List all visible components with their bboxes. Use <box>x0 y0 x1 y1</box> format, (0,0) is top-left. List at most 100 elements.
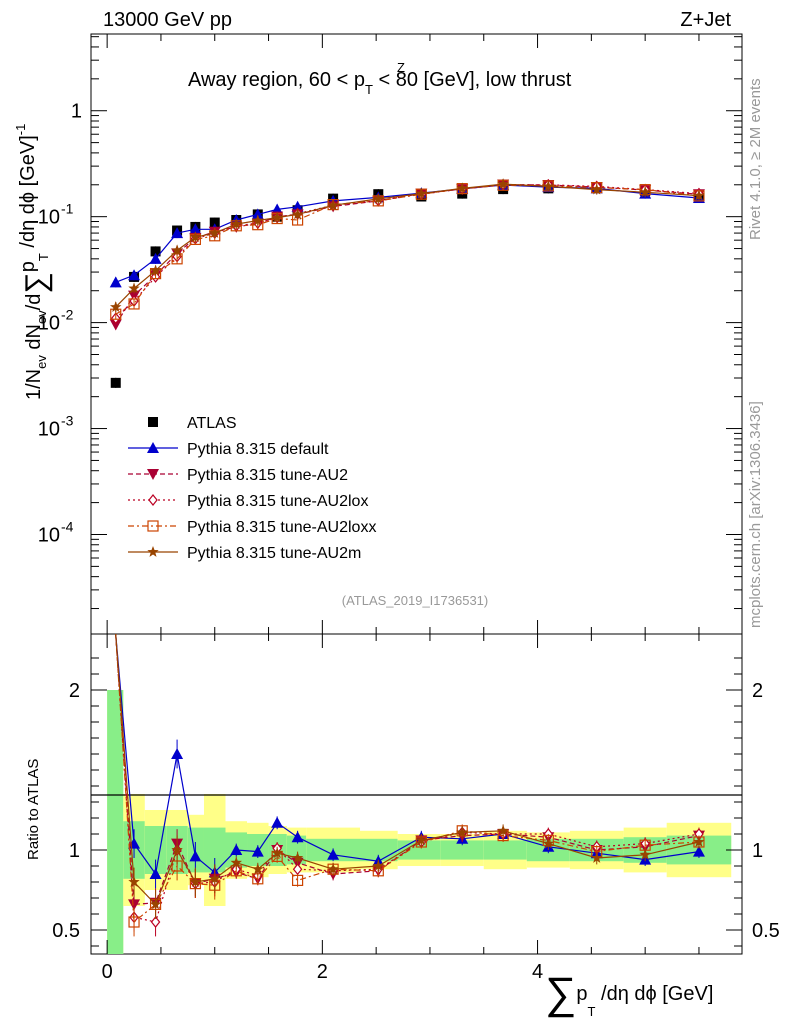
data-point <box>415 187 427 199</box>
ratio-point <box>150 916 161 928</box>
legend-marker <box>147 469 159 480</box>
band-stat <box>144 826 167 874</box>
ratio-point <box>271 816 284 828</box>
y-tick-exponent: -2 <box>61 307 74 323</box>
data-point <box>128 282 140 294</box>
series-line <box>115 184 700 315</box>
mcplots-label: mcplots.cern.ch [arXiv:1306.3436] <box>747 401 764 628</box>
ratio-point <box>171 748 184 759</box>
legend-marker <box>147 442 159 453</box>
data-point <box>291 208 304 220</box>
x-label-sub: T <box>588 1004 596 1019</box>
data-point <box>591 183 603 195</box>
legend: ATLAS Pythia 8.315 default Pythia 8.315 tu… <box>128 415 376 562</box>
ratio-point <box>327 863 339 875</box>
main-panel-frame <box>90 33 743 635</box>
ratio-panel-series <box>115 633 705 937</box>
y-label-e: /dη dϕ [GeV] <box>17 135 39 253</box>
data-point <box>230 218 242 229</box>
legend-label: Pythia 8.315 tune-AU2loxx <box>187 519 376 536</box>
ratio-tick-label-right: 2 <box>752 680 763 702</box>
data-point <box>149 252 162 264</box>
data-point <box>171 244 183 256</box>
ratio-point <box>693 836 705 847</box>
legend-entry-pythia-8-315-tune-au2lox: Pythia 8.315 tune-AU2lox <box>128 493 368 510</box>
legend-marker <box>147 546 159 557</box>
ratio-point <box>149 898 162 910</box>
band-stat <box>187 827 204 873</box>
ratio-pythia-8-315-tune-au2m <box>115 633 705 919</box>
ratio-point <box>189 850 202 862</box>
x-tick-label: 0 <box>102 961 113 983</box>
ratio-point <box>372 860 384 871</box>
x-label-p: p <box>576 983 587 1005</box>
plot-title-sub: T <box>365 82 373 97</box>
legend-entry-pythia-8-315-default: Pythia 8.315 default <box>128 441 329 458</box>
data-point <box>149 264 162 276</box>
analysis-id: (ATLAS_2019_I1736531) <box>342 593 488 608</box>
ratio-point <box>189 876 202 887</box>
data-point <box>271 211 283 223</box>
svg-text:1/Nev dNev/d∑pT /dη dϕ [GeV]-: 1/Nev dNev/d∑pT /dη dϕ [GeV]-1 <box>13 124 53 400</box>
y-label-a: 1/N <box>23 369 45 400</box>
ratio-point <box>291 874 304 887</box>
y-label-sum: ∑ <box>20 272 53 293</box>
energy-label: 13000 GeV pp <box>103 9 232 31</box>
legend-label: ATLAS <box>187 415 237 432</box>
data-point <box>110 301 122 312</box>
plot-title-sup: Z <box>397 60 405 75</box>
ratio-point <box>327 848 340 860</box>
band-stat <box>397 840 441 860</box>
y-label-d-sub: T <box>36 253 51 261</box>
data-point <box>251 208 264 220</box>
y-tick-label: 10 <box>38 524 60 546</box>
data-point <box>128 269 141 281</box>
ratio-point <box>271 847 283 859</box>
y-axis-label-ratio: Ratio to ATLAS <box>25 759 42 860</box>
x-axis-label: ∑pT /dη dϕ [GeV] <box>545 969 713 1019</box>
y-label-b: dN <box>23 324 45 355</box>
y-tick-label: 10 <box>38 313 60 335</box>
ratio-pythia-8-315-tune-au2loxx <box>115 633 705 937</box>
y-label-a-sub: ev <box>34 355 49 369</box>
data-point <box>109 319 122 331</box>
ratio-point <box>415 834 427 846</box>
ratio-point <box>128 916 140 928</box>
band-stat <box>483 840 527 860</box>
ratio-point <box>692 845 705 857</box>
ratio-point <box>291 831 304 843</box>
data-point <box>639 186 651 198</box>
data-point <box>252 214 264 226</box>
ratio-panel-frame <box>90 633 743 955</box>
process-label: Z+Jet <box>680 9 731 31</box>
data-point <box>109 276 122 288</box>
series-line <box>115 183 700 308</box>
ratio-pythia-8-315-tune-au2lox <box>115 633 704 937</box>
y-axis-label-main: 1/Nev dNev/d∑pT /dη dϕ [GeV]-1 <box>13 124 53 400</box>
legend-label: Pythia 8.315 default <box>187 441 329 458</box>
series-pythia-8-315-tune-au2lox <box>110 178 704 325</box>
data-point <box>150 246 161 257</box>
legend-marker <box>147 520 159 532</box>
ratio-point <box>291 852 304 863</box>
data-point <box>291 200 304 212</box>
main-panel-series <box>109 178 705 388</box>
y-tick-label: 1 <box>71 101 82 123</box>
series-line <box>115 184 700 319</box>
plot-title-end: < 80 [GeV], low thrust <box>373 69 572 91</box>
ratio-point <box>209 872 221 884</box>
data-point <box>171 227 184 239</box>
data-point <box>209 227 221 238</box>
ratio-tick-label-right: 0.5 <box>752 920 780 942</box>
ratio-point <box>639 848 651 860</box>
ratio-tick-label: 0.5 <box>52 920 80 942</box>
legend-label: Pythia 8.315 tune-AU2 <box>187 467 348 484</box>
ratio-point <box>497 824 509 836</box>
legend-marker <box>148 417 158 427</box>
series-pythia-8-315-tune-au2loxx <box>110 179 705 320</box>
y-tick-label: 10 <box>38 207 60 229</box>
ratio-point <box>252 863 264 875</box>
y-label-d: p <box>17 261 39 272</box>
